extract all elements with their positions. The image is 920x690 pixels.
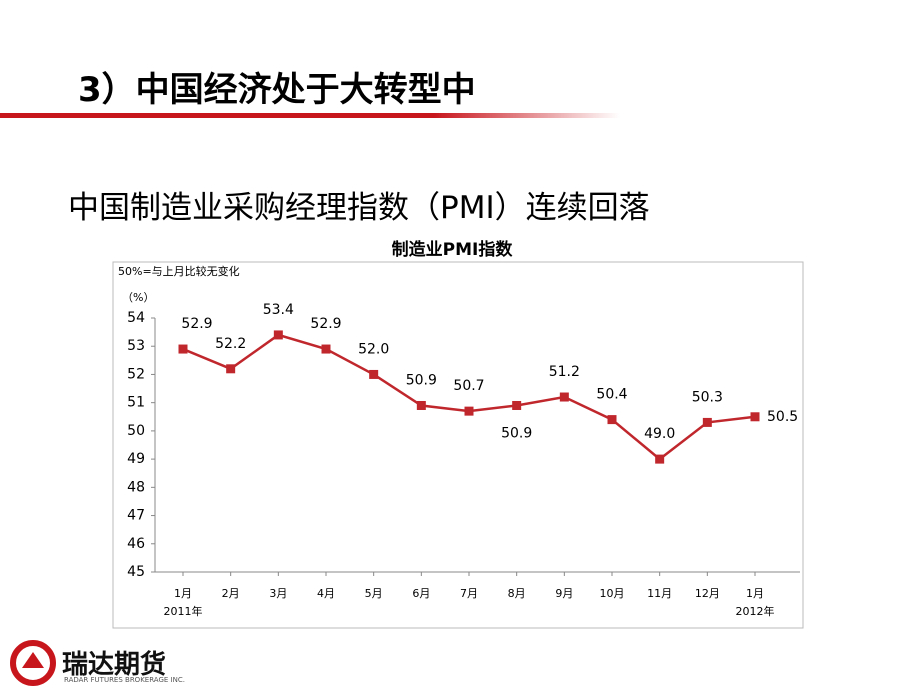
value-label: 49.0 (644, 426, 675, 442)
chart-title: 制造业PMI指数 (392, 239, 514, 260)
point (559, 392, 569, 402)
y-tick-label: 47 (127, 508, 145, 524)
logo-icon (10, 640, 56, 686)
value-label: 50.4 (596, 387, 627, 403)
point (702, 417, 712, 427)
y-axis-label: （%） (122, 291, 154, 304)
y-tick-label: 49 (127, 451, 145, 467)
chart-frame (112, 261, 804, 629)
value-label: 50.9 (406, 372, 437, 388)
x-tick-label: 2月 (222, 587, 240, 600)
y-tick-label: 45 (127, 564, 145, 580)
value-label: 52.9 (181, 316, 212, 332)
value-label: 50.5 (767, 409, 798, 425)
x-tick-label: 12月 (695, 587, 720, 600)
y-tick-label: 46 (127, 536, 145, 552)
point (607, 415, 617, 425)
x-tick-label: 5月 (365, 587, 383, 600)
slide-title: 3）中国经济处于大转型中 (78, 70, 476, 110)
brand-en: RADAR FUTURES BROKERAGE INC. (64, 676, 185, 684)
x-tick-label: 1月 (746, 587, 764, 600)
point (750, 412, 760, 422)
point (226, 364, 236, 374)
x-tick-label: 8月 (508, 587, 526, 600)
x-tick-label: 9月 (555, 587, 573, 600)
x-tick-label: 10月 (600, 587, 625, 600)
value-label: 52.0 (358, 341, 389, 357)
value-label: 52.9 (310, 316, 341, 332)
y-tick-label: 51 (127, 395, 145, 411)
value-label: 52.2 (215, 336, 246, 352)
point (416, 400, 426, 410)
value-label: 50.9 (501, 425, 532, 441)
chart-note: 50%=与上月比较无变化 (118, 264, 240, 278)
y-tick-label: 53 (127, 338, 145, 354)
year-label: 2011年 (164, 604, 203, 618)
title-rule (0, 113, 620, 118)
point (464, 406, 474, 416)
x-tick-label: 7月 (460, 587, 478, 600)
y-tick-label: 52 (127, 366, 145, 382)
value-label: 50.3 (692, 389, 723, 405)
point (273, 330, 283, 340)
x-tick-label: 4月 (317, 587, 335, 600)
point (369, 369, 379, 379)
x-tick-label: 3月 (269, 587, 287, 600)
x-tick-label: 11月 (647, 587, 672, 600)
slide-subtitle: 中国制造业采购经理指数（PMI）连续回落 (68, 190, 650, 226)
point (321, 344, 331, 354)
y-tick-label: 50 (127, 423, 145, 439)
value-label: 50.7 (453, 378, 484, 394)
y-tick-label: 48 (127, 479, 145, 495)
x-tick-label: 6月 (412, 587, 430, 600)
point (512, 400, 522, 410)
point (655, 454, 665, 464)
brand: 瑞达期货 (62, 650, 167, 680)
year-label: 2012年 (736, 604, 775, 618)
y-tick-label: 54 (127, 310, 145, 326)
value-label: 51.2 (549, 364, 580, 380)
point (178, 344, 188, 354)
x-tick-label: 1月 (174, 587, 192, 600)
value-label: 53.4 (263, 302, 294, 318)
